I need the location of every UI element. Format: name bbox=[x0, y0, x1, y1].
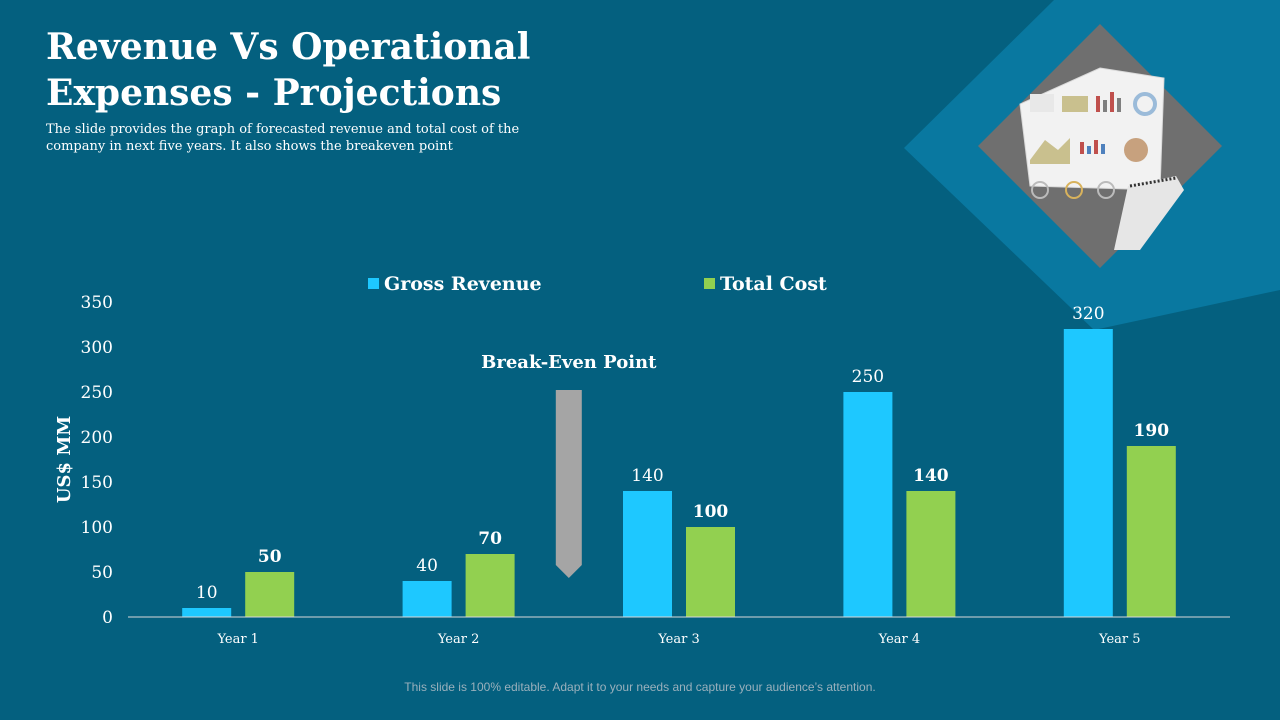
data-label: 140 bbox=[631, 466, 663, 486]
x-axis: Year 1 Year 2 Year 3 Year 4 Year 5 bbox=[128, 616, 1230, 647]
data-label: 70 bbox=[478, 529, 502, 549]
bar-total-cost bbox=[1126, 446, 1176, 617]
y-tick-label: 300 bbox=[81, 338, 113, 358]
y-tick-label: 150 bbox=[81, 473, 113, 493]
bar-gross-revenue bbox=[843, 392, 893, 617]
data-label: 320 bbox=[1072, 304, 1104, 324]
bar-total-cost bbox=[906, 491, 956, 617]
bar-gross-revenue bbox=[182, 608, 232, 617]
y-axis-title: US$ MM bbox=[54, 416, 75, 503]
data-label: 100 bbox=[693, 502, 729, 522]
legend-label: Total Cost bbox=[720, 273, 827, 295]
data-label: 140 bbox=[913, 466, 949, 486]
y-tick-label: 0 bbox=[102, 608, 113, 628]
legend-label: Gross Revenue bbox=[384, 273, 542, 295]
dashboard-report-photo-icon bbox=[1019, 67, 1184, 250]
bar-total-cost bbox=[245, 572, 295, 617]
x-tick-label: Year 5 bbox=[1098, 632, 1141, 647]
bar-total-cost bbox=[465, 554, 515, 617]
chart-bars: 10 50 40 70 140 100 250 140 320 190 bbox=[182, 304, 1176, 617]
footer-note: This slide is 100% editable. Adapt it to… bbox=[404, 680, 876, 694]
down-arrow-icon bbox=[555, 390, 582, 578]
x-tick-label: Year 2 bbox=[437, 632, 480, 647]
data-label: 190 bbox=[1134, 421, 1170, 441]
data-label: 250 bbox=[852, 367, 884, 387]
bar-gross-revenue bbox=[1063, 329, 1113, 617]
data-label: 40 bbox=[416, 556, 438, 576]
break-even-annotation: Break-Even Point bbox=[481, 352, 657, 578]
y-axis: 0 50 100 150 200 250 300 350 bbox=[81, 293, 113, 628]
legend-swatch bbox=[704, 278, 715, 289]
x-tick-label: Year 4 bbox=[878, 632, 921, 647]
x-tick-label: Year 1 bbox=[216, 632, 259, 647]
y-tick-label: 200 bbox=[81, 428, 113, 448]
x-tick-label: Year 3 bbox=[657, 632, 700, 647]
page-title: Revenue Vs Operational Expenses - Projec… bbox=[46, 26, 531, 114]
y-tick-label: 250 bbox=[81, 383, 113, 403]
data-label: 10 bbox=[196, 583, 218, 603]
legend-swatch bbox=[368, 278, 379, 289]
y-tick-label: 100 bbox=[81, 518, 113, 538]
y-tick-label: 350 bbox=[81, 293, 113, 313]
chart-legend: Gross Revenue Total Cost bbox=[368, 273, 827, 295]
bar-total-cost bbox=[686, 527, 735, 617]
bar-gross-revenue bbox=[402, 581, 452, 617]
y-tick-label: 50 bbox=[91, 563, 113, 583]
data-label: 50 bbox=[258, 547, 282, 567]
bar-gross-revenue bbox=[623, 491, 672, 617]
annotation-label: Break-Even Point bbox=[481, 352, 657, 373]
page-subtitle: The slide provides the graph of forecast… bbox=[46, 122, 520, 154]
